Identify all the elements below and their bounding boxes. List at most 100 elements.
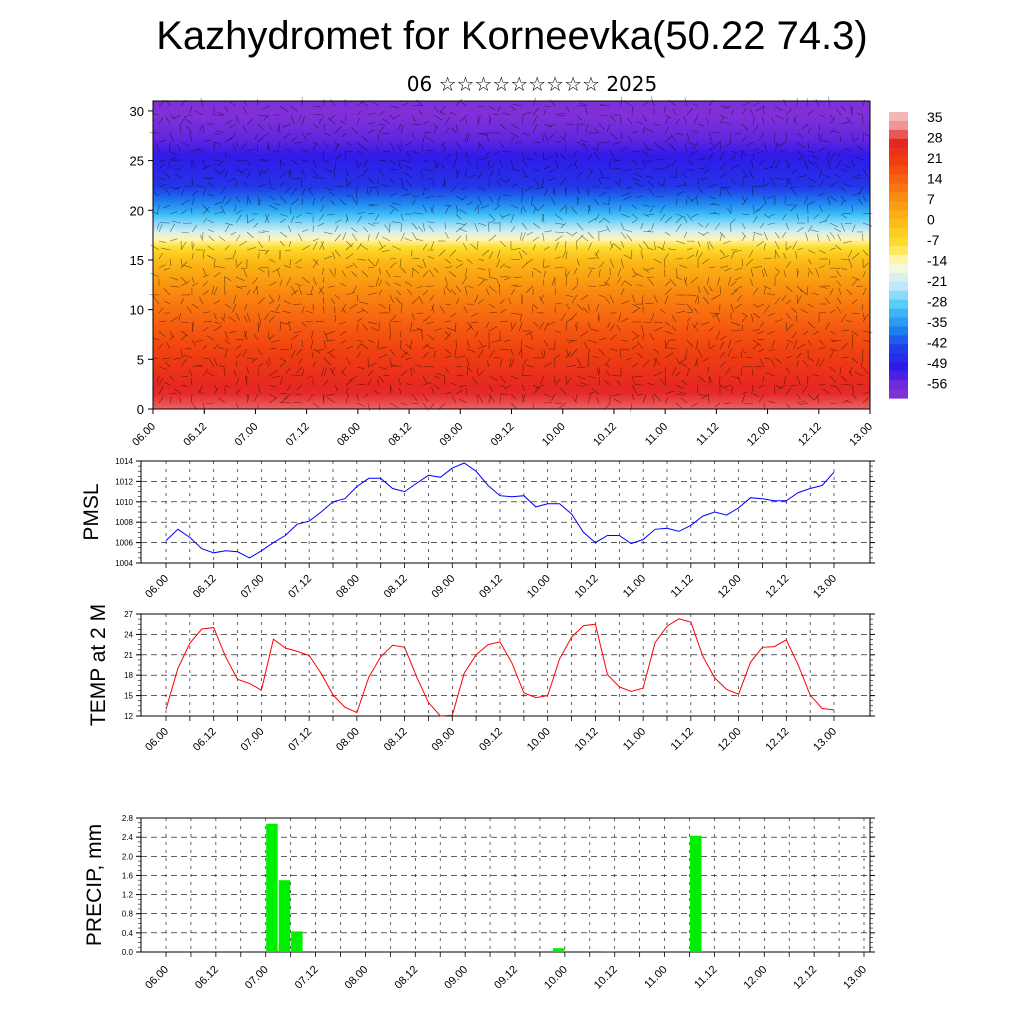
- wind-barb: [686, 159, 695, 165]
- wind-barb: [719, 173, 726, 179]
- wind-barb: [356, 343, 362, 350]
- wind-barb: [548, 132, 556, 140]
- wind-barb: [840, 213, 847, 219]
- wind-barb: [461, 186, 468, 191]
- wind-barb: [235, 338, 244, 341]
- wind-barb: [202, 321, 212, 323]
- wind-barb: [671, 159, 677, 166]
- wind-barb: [326, 339, 336, 342]
- wind-barb: [510, 312, 521, 315]
- wind-barb: [675, 393, 685, 396]
- wind-barb: [169, 238, 178, 242]
- wind-barb: [325, 393, 336, 397]
- wind-barb: [389, 357, 392, 366]
- wind-barb: [642, 294, 644, 305]
- wind-barb: [510, 168, 521, 172]
- wind-barb: [734, 303, 743, 309]
- wind-barb: [367, 177, 376, 185]
- precip-ytick-label: 0.0: [122, 948, 134, 957]
- wind-barb: [763, 213, 771, 219]
- wind-barb: [421, 330, 424, 341]
- wind-barb: [592, 147, 600, 152]
- wind-barb: [598, 348, 605, 356]
- wind-barb: [595, 252, 600, 260]
- wind-barb: [631, 362, 639, 368]
- wind-barb: [559, 387, 567, 395]
- wind-barb: [510, 248, 521, 251]
- wind-barb: [695, 339, 699, 350]
- heatmap-ytick-label: 20: [130, 203, 144, 218]
- wind-barb: [198, 384, 204, 394]
- wind-barb: [811, 154, 820, 161]
- wind-barb: [572, 396, 578, 404]
- wind-barb: [356, 402, 365, 407]
- wind-barb: [480, 204, 490, 209]
- wind-barb: [623, 195, 633, 201]
- wind-barb: [708, 108, 711, 116]
- wind-barb: [158, 307, 164, 314]
- colorbar-segment: [889, 183, 908, 194]
- wind-barb: [851, 224, 856, 233]
- wind-barb: [796, 393, 801, 400]
- wind-barb: [737, 376, 743, 386]
- wind-barb: [697, 296, 700, 305]
- wind-barb: [521, 168, 528, 178]
- wind-barb: [725, 141, 732, 148]
- wind-barb: [565, 303, 570, 310]
- wind-barb: [576, 234, 584, 242]
- wind-barb: [751, 384, 754, 395]
- wind-barb: [774, 144, 778, 152]
- wind-barb: [262, 132, 270, 138]
- wind-barb: [378, 244, 386, 251]
- wind-barb: [190, 378, 193, 386]
- wind-barb: [477, 299, 484, 305]
- wind-barb: [202, 186, 207, 197]
- wind-barb: [462, 276, 468, 285]
- heatmap-ytick-label: 10: [130, 303, 144, 318]
- wind-barb: [422, 222, 425, 232]
- wind-barb: [620, 240, 625, 248]
- wind-barb: [465, 150, 468, 158]
- wind-barb: [837, 297, 842, 305]
- wind-barb: [464, 285, 468, 296]
- precip-xtick-label: 09.00: [442, 964, 470, 992]
- wind-barb: [580, 235, 589, 242]
- wind-barb: [257, 297, 266, 305]
- wind-barb: [851, 132, 854, 140]
- wind-barb: [565, 123, 574, 125]
- wind-barb: [686, 247, 693, 251]
- wind-barb: [565, 163, 573, 170]
- wind-barb: [367, 188, 372, 197]
- wind-barb: [560, 312, 567, 322]
- wind-barb: [741, 150, 746, 156]
- wind-barb: [224, 276, 226, 287]
- wind-barb: [301, 132, 307, 140]
- wind-barb: [224, 137, 233, 143]
- wind-barb: [191, 243, 195, 251]
- wind-barb: [691, 213, 699, 218]
- wind-barb: [164, 361, 171, 368]
- wind-barb: [862, 132, 870, 137]
- wind-barb: [814, 161, 820, 170]
- wind-barb: [532, 177, 539, 186]
- wind-barb: [279, 397, 288, 404]
- wind-barb: [796, 270, 799, 278]
- wind-barb: [606, 357, 611, 365]
- wind-barb: [521, 204, 527, 213]
- wind-barb: [758, 159, 765, 166]
- wind-barb: [433, 125, 438, 134]
- wind-barb: [345, 253, 354, 260]
- wind-barb: [499, 123, 507, 130]
- wind-barb: [389, 348, 396, 356]
- wind-barb: [319, 213, 325, 221]
- wind-barb: [620, 258, 624, 269]
- wind-barb: [631, 159, 638, 166]
- wind-barb: [288, 321, 292, 332]
- wind-barb: [189, 132, 193, 143]
- wind-barb: [807, 150, 815, 153]
- wind-barb: [826, 150, 831, 160]
- wind-barb: [356, 162, 362, 170]
- wind-barb: [424, 345, 435, 350]
- wind-barb: [232, 303, 237, 313]
- wind-barb: [851, 137, 859, 143]
